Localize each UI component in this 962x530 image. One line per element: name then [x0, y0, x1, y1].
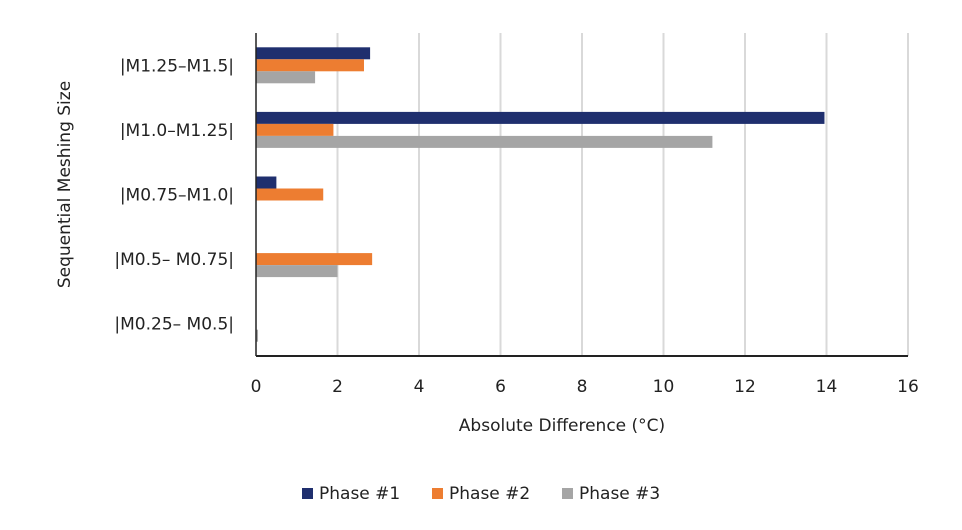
- legend-label-2: Phase #2: [449, 484, 530, 504]
- x-tick-label: 10: [653, 377, 675, 397]
- y-category-label: |M1.0–M1.25|: [120, 121, 234, 141]
- bar-phase-3-0: [256, 329, 259, 342]
- y-category-label: |M0.75–M1.0|: [120, 186, 234, 206]
- x-ticks: 0 2 4 6 8 10 12 14 16: [251, 377, 919, 397]
- bar-phase-3-4: [256, 71, 316, 84]
- x-tick-label: 6: [495, 377, 506, 397]
- x-tick-label: 4: [414, 377, 425, 397]
- bars: [256, 47, 825, 342]
- bar-phase-1-2: [256, 176, 277, 189]
- bar-phase-1-4: [256, 47, 371, 60]
- legend: Phase #1 Phase #2 Phase #3: [302, 484, 660, 504]
- y-axis-title: Sequential Meshing Size: [55, 81, 75, 288]
- bar-phase-3-3: [256, 135, 713, 148]
- x-tick-label: 8: [577, 377, 588, 397]
- legend-swatch-1: [302, 488, 313, 499]
- y-category-label: |M0.5– M0.75|: [114, 250, 234, 270]
- x-tick-label: 12: [734, 377, 756, 397]
- legend-swatch-3: [562, 488, 573, 499]
- bar-phase-2-2: [256, 188, 324, 201]
- x-tick-label: 16: [897, 377, 919, 397]
- bar-phase-3-1: [256, 265, 338, 278]
- x-tick-label: 0: [251, 377, 262, 397]
- x-tick-label: 14: [816, 377, 838, 397]
- bar-phase-2-1: [256, 253, 373, 266]
- gridlines: [336, 33, 909, 356]
- legend-swatch-2: [432, 488, 443, 499]
- y-category-label: |M1.25–M1.5|: [120, 56, 234, 76]
- legend-label-3: Phase #3: [579, 484, 660, 504]
- bar-phase-2-4: [256, 59, 364, 72]
- legend-label-1: Phase #1: [319, 484, 400, 504]
- y-category-label: |M0.25– M0.5|: [114, 315, 234, 335]
- bar-phase-2-3: [256, 123, 334, 136]
- y-category-labels: |M0.25– M0.5| |M0.5– M0.75| |M0.75–M1.0| |M…: [114, 56, 234, 334]
- bar-phase-1-3: [256, 111, 825, 124]
- x-tick-label: 2: [332, 377, 343, 397]
- x-axis-title: Absolute Difference (°C): [459, 416, 665, 436]
